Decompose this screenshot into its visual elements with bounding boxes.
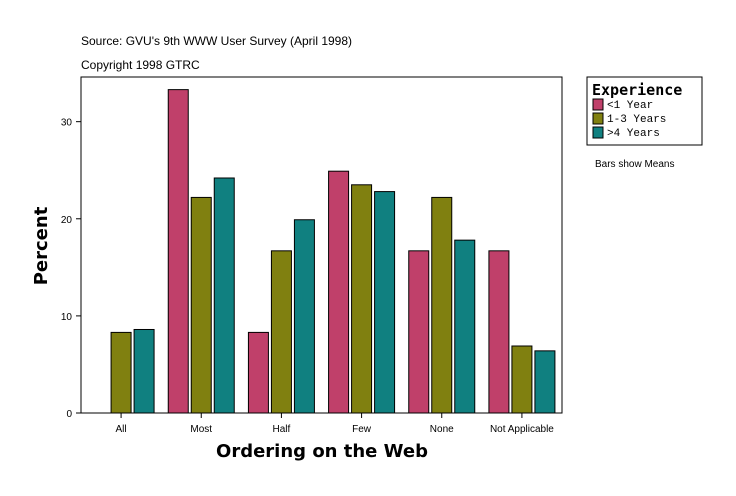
legend-label: 1-3 Years: [607, 114, 666, 126]
legend-swatch: [592, 126, 604, 139]
bar: [293, 219, 315, 414]
bar: [110, 331, 132, 414]
x-tick-label: None: [430, 424, 454, 435]
bar: [534, 350, 556, 414]
y-tick-label: 20: [61, 215, 73, 226]
bar: [213, 177, 235, 414]
bar: [511, 345, 533, 414]
y-axis-label: Percent: [31, 206, 52, 285]
plot-area: [80, 76, 563, 414]
bar: [167, 89, 189, 414]
bar: [270, 250, 292, 414]
x-tick-label: Half: [273, 424, 291, 435]
bar: [454, 239, 476, 414]
legend: Experience <1 Year 1-3 Years >4 Years: [586, 76, 703, 146]
bar: [431, 196, 453, 414]
legend-swatch: [592, 112, 604, 125]
legend-label: <1 Year: [607, 100, 653, 112]
legend-title: Experience: [592, 81, 682, 99]
x-tick-label: Most: [190, 424, 212, 435]
chart-title: Source: GVU's 9th WWW User Survey (April…: [81, 34, 352, 48]
x-tick-label: Few: [352, 424, 372, 435]
x-tick-label: All: [116, 424, 127, 435]
bar: [190, 196, 212, 414]
bar: [488, 250, 510, 414]
y-tick-label: 10: [61, 312, 73, 323]
note-text: Bars show Means: [595, 159, 674, 170]
y-tick-label: 0: [66, 409, 72, 420]
bar: [133, 328, 155, 414]
legend-label: >4 Years: [607, 128, 660, 140]
bar: [247, 331, 269, 414]
legend-swatch: [592, 98, 604, 111]
x-tick-label: Not Applicable: [490, 424, 554, 435]
chart-subtitle: Copyright 1998 GTRC: [81, 58, 200, 72]
y-tick-label: 30: [61, 118, 73, 129]
bar: [374, 191, 396, 414]
bar: [328, 170, 350, 414]
bar: [408, 250, 430, 414]
bar: [351, 184, 373, 414]
x-axis-label: Ordering on the Web: [216, 441, 428, 462]
